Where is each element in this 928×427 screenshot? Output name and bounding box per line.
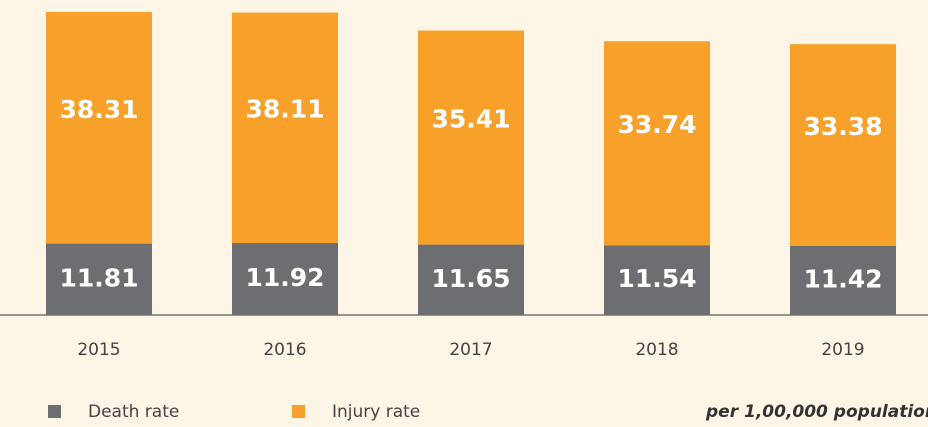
value-label: 11.81 — [59, 263, 138, 292]
bar-segment — [604, 245, 710, 315]
legend-label: Injury rate — [332, 402, 420, 422]
x-tick-label: 2018 — [635, 340, 678, 360]
bar-segment — [46, 12, 152, 244]
x-tick-label: 2017 — [449, 340, 492, 360]
x-tick-label: 2016 — [263, 340, 306, 360]
bar-segment — [232, 242, 338, 315]
bar-segment — [418, 244, 524, 315]
bar-segment — [604, 41, 710, 246]
value-label: 35.41 — [431, 105, 510, 134]
value-label: 33.38 — [803, 112, 882, 141]
legend-swatch — [48, 405, 61, 418]
value-label: 11.42 — [803, 264, 882, 293]
x-tick-label: 2015 — [77, 340, 120, 360]
x-tick-label: 2019 — [821, 340, 864, 360]
value-label: 11.92 — [245, 263, 324, 292]
bar-segment — [790, 44, 896, 246]
legend-label: Death rate — [88, 402, 179, 422]
value-label: 11.65 — [431, 264, 510, 293]
value-label: 38.31 — [59, 95, 138, 124]
bar-segment — [232, 12, 338, 243]
legend-swatch — [292, 405, 305, 418]
value-label: 33.74 — [617, 110, 696, 139]
bar-segment — [46, 243, 152, 315]
note: per 1,00,000 population — [705, 402, 928, 422]
value-label: 11.54 — [617, 264, 696, 293]
value-label: 38.11 — [245, 95, 324, 124]
bar-segment — [418, 30, 524, 245]
bar-segment — [790, 245, 896, 315]
